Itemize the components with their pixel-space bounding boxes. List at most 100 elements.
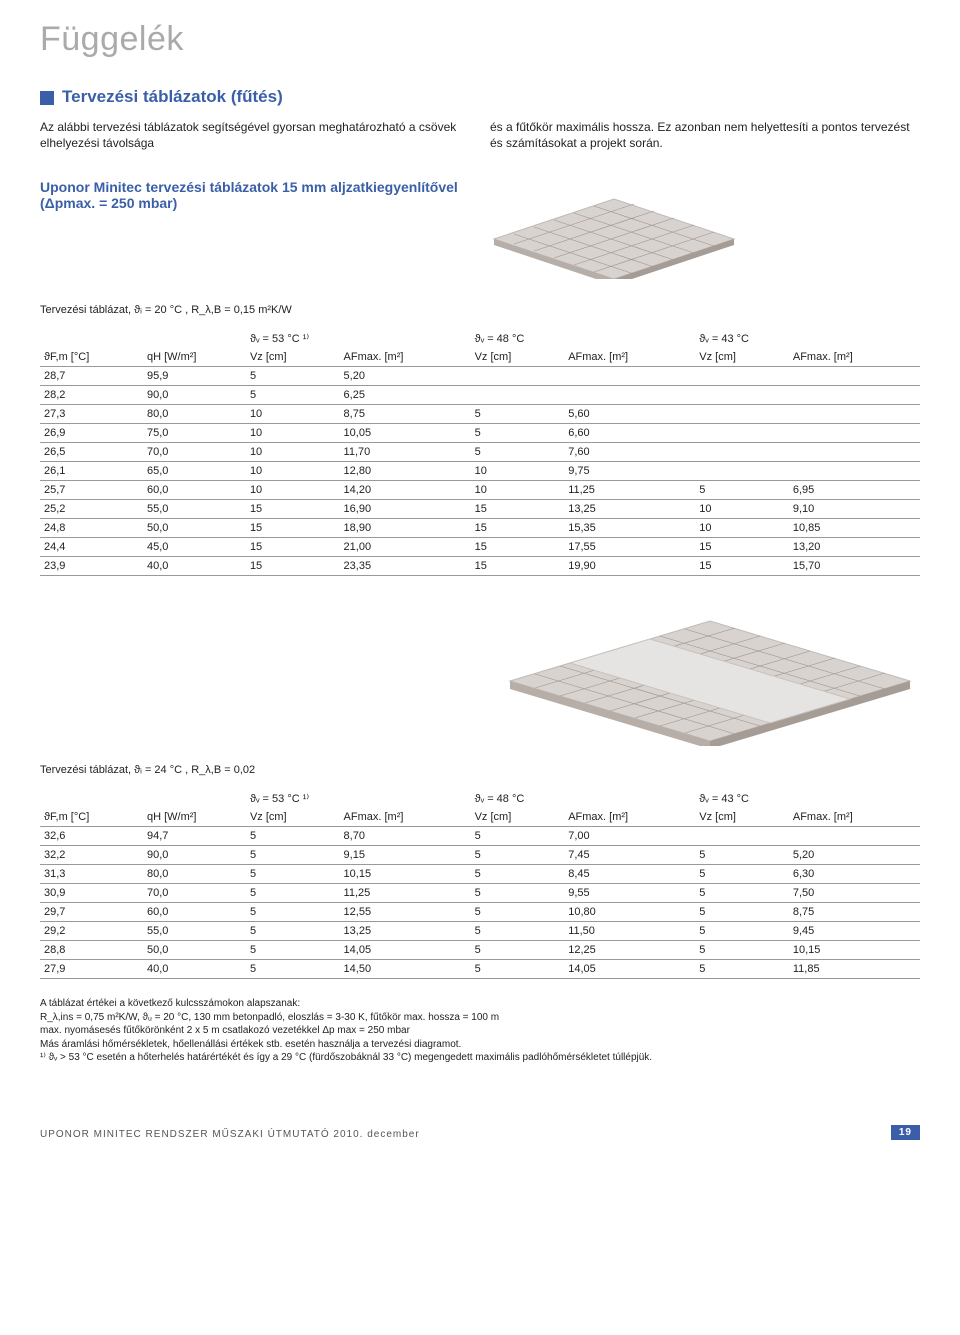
table-cell: 9,15 xyxy=(340,846,471,865)
table-cell: 8,75 xyxy=(789,903,920,922)
table-cell: 15 xyxy=(246,538,340,557)
table-cell xyxy=(695,827,789,846)
page-number: 19 xyxy=(891,1125,920,1140)
table-cell: 45,0 xyxy=(143,538,246,557)
table-cell: 15 xyxy=(471,519,565,538)
section-marker xyxy=(40,91,54,105)
table-cell: 26,1 xyxy=(40,462,143,481)
table-cell: 11,50 xyxy=(564,922,695,941)
table-cell: 5 xyxy=(471,405,565,424)
table-cell: 26,5 xyxy=(40,443,143,462)
table-row: 27,380,0108,7555,60 xyxy=(40,405,920,424)
table-cell: 25,7 xyxy=(40,481,143,500)
table-cell: 50,0 xyxy=(143,519,246,538)
t2-h3: AFmax. [m²] xyxy=(340,808,471,827)
table-cell xyxy=(471,386,565,405)
section-heading: Tervezési táblázatok (fűtés) xyxy=(62,87,283,107)
table-cell: 5 xyxy=(695,960,789,979)
footnotes: A táblázat értékei a következő kulcsszám… xyxy=(40,997,920,1065)
table-cell: 15 xyxy=(246,557,340,576)
table-cell: 55,0 xyxy=(143,500,246,519)
table-cell: 5 xyxy=(246,846,340,865)
table-cell: 21,00 xyxy=(340,538,471,557)
table-cell: 5 xyxy=(246,367,340,386)
table-cell: 55,0 xyxy=(143,922,246,941)
table-cell: 5 xyxy=(471,865,565,884)
subheading: Uponor Minitec tervezési táblázatok 15 m… xyxy=(40,179,460,211)
table-row: 28,850,0514,05512,25510,15 xyxy=(40,941,920,960)
table-cell: 17,55 xyxy=(564,538,695,557)
table-cell: 5 xyxy=(471,903,565,922)
table-cell: 30,9 xyxy=(40,884,143,903)
table-cell: 10,80 xyxy=(564,903,695,922)
table2-theta-3: ϑᵥ = 43 °C xyxy=(695,784,920,808)
table-row: 29,255,0513,25511,5059,45 xyxy=(40,922,920,941)
table1-caption: Tervezési táblázat, ϑᵢ = 20 °C , R_λ,B =… xyxy=(40,304,920,316)
t2-h5: AFmax. [m²] xyxy=(564,808,695,827)
table-cell: 15 xyxy=(695,557,789,576)
table-cell: 28,2 xyxy=(40,386,143,405)
table-cell: 9,75 xyxy=(564,462,695,481)
table-cell: 8,75 xyxy=(340,405,471,424)
t1-h2: Vz [cm] xyxy=(246,348,340,367)
table-cell: 15 xyxy=(471,500,565,519)
table-cell xyxy=(789,424,920,443)
table-cell: 7,45 xyxy=(564,846,695,865)
table-cell: 9,55 xyxy=(564,884,695,903)
section-heading-row: Tervezési táblázatok (fűtés) xyxy=(40,87,920,107)
table-cell: 80,0 xyxy=(143,865,246,884)
table-cell: 14,20 xyxy=(340,481,471,500)
table-cell: 5,60 xyxy=(564,405,695,424)
table-cell: 5 xyxy=(471,922,565,941)
table-cell xyxy=(789,462,920,481)
table-cell: 5 xyxy=(246,865,340,884)
table-cell: 5 xyxy=(246,960,340,979)
table-cell: 10 xyxy=(246,424,340,443)
table-cell xyxy=(471,367,565,386)
table-cell: 7,50 xyxy=(789,884,920,903)
table1-col-headers: ϑF,m [°C] qH [W/m²] Vz [cm] AFmax. [m²] … xyxy=(40,348,920,367)
table-row: 26,570,01011,7057,60 xyxy=(40,443,920,462)
table-cell: 6,60 xyxy=(564,424,695,443)
table-cell: 18,90 xyxy=(340,519,471,538)
table-row: 25,255,01516,901513,25109,10 xyxy=(40,500,920,519)
table-cell: 11,70 xyxy=(340,443,471,462)
table-cell: 60,0 xyxy=(143,481,246,500)
table-cell xyxy=(789,405,920,424)
table-cell: 16,90 xyxy=(340,500,471,519)
table-cell: 24,8 xyxy=(40,519,143,538)
t1-h7: AFmax. [m²] xyxy=(789,348,920,367)
footnote-line: ¹⁾ ϑᵥ > 53 °C esetén a hőterhelés határé… xyxy=(40,1051,920,1065)
product-illustration-large xyxy=(40,606,920,746)
table-cell: 60,0 xyxy=(143,903,246,922)
t2-h0: ϑF,m [°C] xyxy=(40,808,143,827)
table-row: 24,445,01521,001517,551513,20 xyxy=(40,538,920,557)
table-cell: 12,80 xyxy=(340,462,471,481)
table-cell: 90,0 xyxy=(143,386,246,405)
t1-h1: qH [W/m²] xyxy=(143,348,246,367)
table-cell: 10 xyxy=(246,443,340,462)
table-cell: 15 xyxy=(695,538,789,557)
table-row: 28,290,056,25 xyxy=(40,386,920,405)
table-cell: 29,2 xyxy=(40,922,143,941)
table-cell: 5 xyxy=(246,884,340,903)
table-row: 29,760,0512,55510,8058,75 xyxy=(40,903,920,922)
table-cell xyxy=(789,386,920,405)
intro-col-1: Az alábbi tervezési táblázatok segítségé… xyxy=(40,119,470,151)
table-cell: 95,9 xyxy=(143,367,246,386)
table-row: 23,940,01523,351519,901515,70 xyxy=(40,557,920,576)
table-cell: 10,85 xyxy=(789,519,920,538)
table-cell: 50,0 xyxy=(143,941,246,960)
table-cell: 7,60 xyxy=(564,443,695,462)
table-row: 24,850,01518,901515,351010,85 xyxy=(40,519,920,538)
table-cell: 29,7 xyxy=(40,903,143,922)
table-row: 26,165,01012,80109,75 xyxy=(40,462,920,481)
page-footer: UPONOR MINITEC RENDSZER MŰSZAKI ÚTMUTATÓ… xyxy=(40,1125,920,1140)
table-cell: 10 xyxy=(246,462,340,481)
table-cell: 12,55 xyxy=(340,903,471,922)
table2-theta-2: ϑᵥ = 48 °C xyxy=(471,784,696,808)
table-cell xyxy=(695,462,789,481)
table-cell: 5 xyxy=(246,386,340,405)
table-cell xyxy=(695,405,789,424)
table-cell: 80,0 xyxy=(143,405,246,424)
